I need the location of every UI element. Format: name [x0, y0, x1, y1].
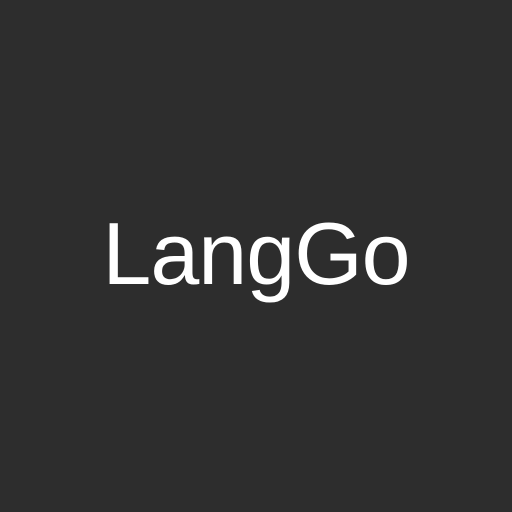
splash-screen: LangGo: [102, 204, 411, 303]
app-name-wordmark: LangGo: [102, 204, 410, 303]
